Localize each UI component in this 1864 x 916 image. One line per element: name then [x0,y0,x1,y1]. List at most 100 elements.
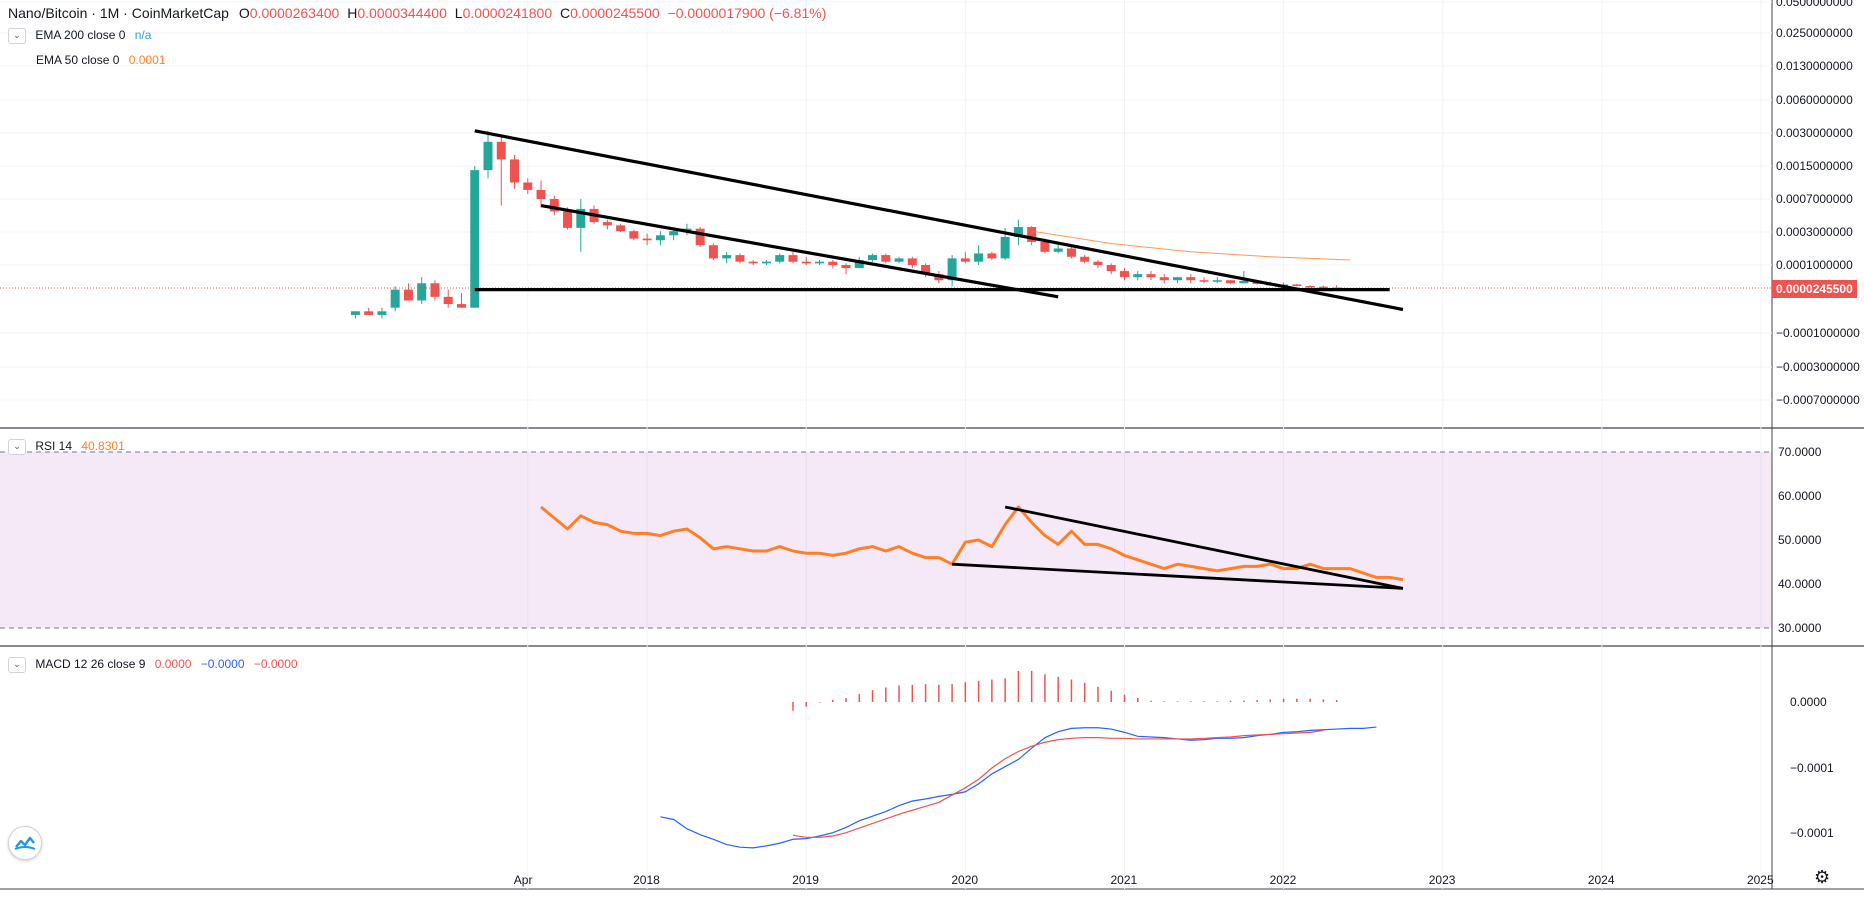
macd-legend[interactable]: ⌄ MACD 12 26 close 9 0.0000 −0.0000 −0.0… [8,657,298,673]
rsi-label: RSI 14 [35,439,73,454]
price-axis-label: 0.0060000000 [1776,93,1853,107]
candle-body [854,260,864,269]
rsi-trendline [1004,505,1404,590]
candle-body [1027,227,1037,242]
price-axis-label: 0.0015000000 [1776,159,1853,173]
time-axis-label: 2025 [1746,873,1774,887]
candle-body [881,255,891,262]
ema50-value: 0.0001 [128,53,166,67]
low-value: 0.0000241800 [462,5,553,21]
price-axis-label: 0.0007000000 [1776,192,1853,206]
candle-body [695,228,705,246]
rsi-collapse-button[interactable]: ⌄ [8,439,26,455]
candle-body [377,311,387,315]
rsi-line [540,505,1404,582]
rsi-axis-label: 60.0000 [1778,489,1822,503]
candle-body [629,231,639,239]
candle-body [974,253,984,262]
low-label: L [454,5,463,21]
candle-body [921,265,931,275]
macd-axis-label: 0.0000 [1790,695,1827,709]
rsi-legend[interactable]: ⌄ RSI 14 40.8301 [8,439,125,455]
candle-body [1080,256,1090,262]
candle-body [828,261,838,265]
candle-body [1093,261,1103,265]
tradingview-logo-icon[interactable] [8,826,42,860]
macd-value-2: −0.0000 [200,657,245,672]
candle-body [430,283,440,297]
candle-body [403,289,413,301]
chevron-down-icon: ⌄ [13,659,21,669]
collapse-legend-button[interactable]: ⌄ [8,28,26,44]
ema50-line [1031,230,1350,261]
candle-body [602,222,612,226]
candle-body [761,261,771,264]
price-axis-label: 0.0250000000 [1776,26,1853,40]
macd-label: MACD 12 26 close 9 [35,657,146,672]
candle-body [722,255,732,259]
macd-value-3: −0.0000 [253,657,298,672]
candle-body [907,258,917,265]
price-axis-label: 0.0500000000 [1776,0,1853,9]
candle-body [470,170,480,308]
ema200-legend[interactable]: ⌄ EMA 200 close 0 n/a [8,28,151,44]
price-axis-label: 0.0001000000 [1776,258,1853,272]
price-axis-label: 0.0030000000 [1776,126,1853,140]
chevron-down-icon: ⌄ [13,441,21,451]
ema50-legend[interactable]: EMA 50 close 0 0.0001 [36,53,165,67]
candle-body [708,245,718,259]
high-label: H [347,5,358,21]
time-axis-label: 2020 [951,873,979,887]
high-value: 0.0000344400 [357,5,447,21]
ema200-value: n/a [134,28,152,43]
time-axis-label: 2024 [1587,873,1615,887]
close-label: C [560,5,571,21]
candle-body [960,258,970,262]
candle-body [483,141,493,171]
macd-collapse-button[interactable]: ⌄ [8,657,26,673]
time-axis-label: 2021 [1110,873,1138,887]
candle-body [841,265,851,269]
rsi-value: 40.8301 [81,439,125,454]
candle-body [1146,274,1156,278]
candle-body [443,296,453,305]
chevron-down-icon: ⌄ [13,30,21,40]
candle-body [1239,280,1249,284]
symbol-header: Nano/Bitcoin · 1M · CoinMarketCap O0.000… [8,5,826,21]
trendline-inner [540,204,1059,299]
gear-icon[interactable]: ⚙ [1814,867,1831,887]
open-value: 0.0000263400 [249,5,340,21]
candle-body [1212,280,1222,282]
macd-axis-label: −0.0001 [1790,761,1834,775]
candle-body [1106,265,1116,272]
candle-body [549,199,559,212]
candle-body [1133,274,1143,278]
candle-body [563,211,573,228]
price-axis-label: −0.0007000000 [1776,393,1860,407]
candle-body [1318,286,1328,289]
close-value: 0.0000245500 [570,5,660,21]
candle-body [1159,277,1169,281]
time-axis-label: Apr [513,873,533,887]
candle-body [987,253,997,259]
price-axis-label: −0.0001000000 [1776,326,1860,340]
candle-body [868,255,878,261]
price-axis-label: 0.0130000000 [1776,59,1853,73]
rsi-band [0,452,1772,628]
candle-body [616,225,626,232]
candle-body [1305,286,1315,288]
time-axis-label: 2022 [1269,873,1297,887]
ema50-label: EMA 50 close 0 [36,53,120,67]
time-axis-label: 2023 [1428,873,1456,887]
open-label: O [238,5,250,21]
candle-body [642,238,652,241]
candle-body [775,255,785,262]
candle-body [1053,248,1063,252]
symbol-title[interactable]: Nano/Bitcoin · 1M · CoinMarketCap [8,5,229,21]
candle-body [390,289,400,308]
candle-body [801,261,811,264]
trendline-upper [474,129,1404,312]
candle-body [788,255,798,262]
